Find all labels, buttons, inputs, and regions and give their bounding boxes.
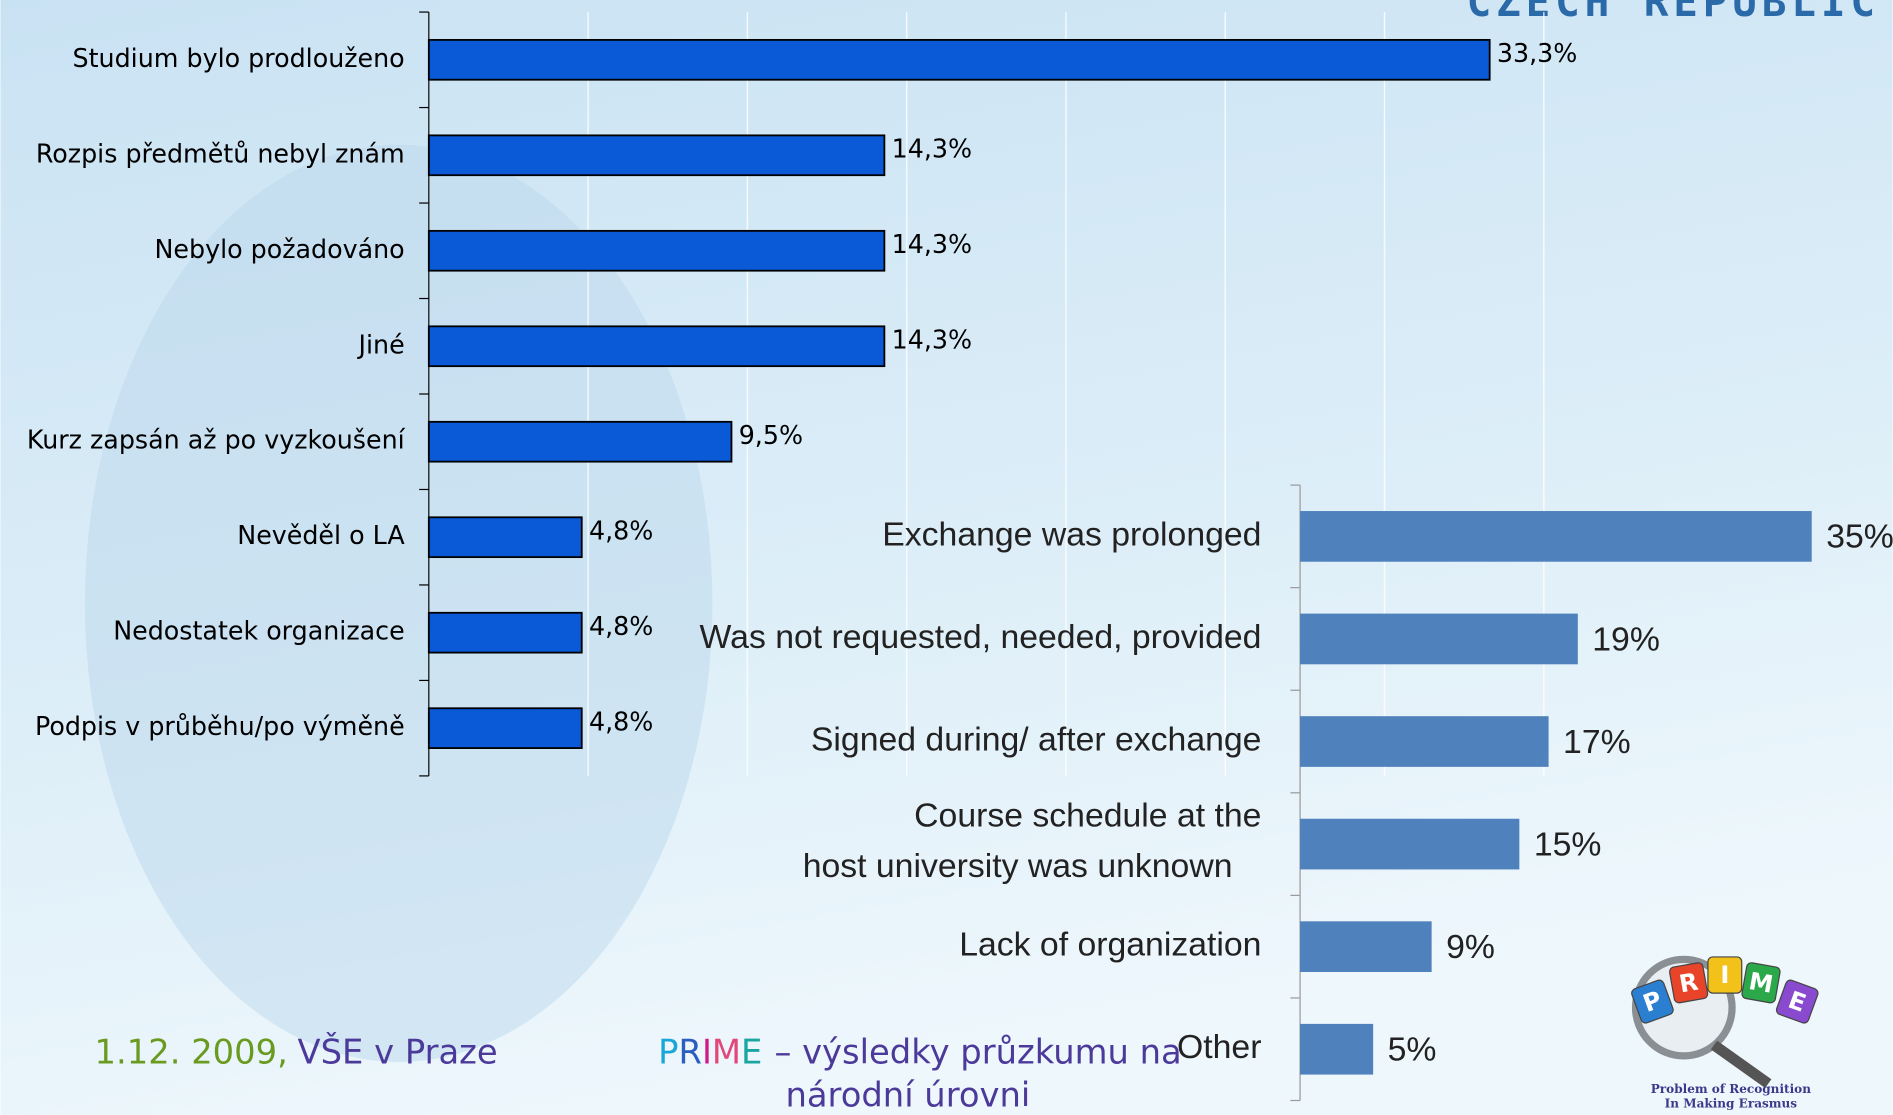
category-label: Podpis v průběhu/po výměně: [35, 711, 405, 741]
category-label: Nedostatek organizace: [113, 616, 404, 646]
background-figure: [84, 144, 713, 1062]
bar: [1300, 818, 1520, 870]
value-label: 14,3%: [892, 133, 972, 163]
bar: [1300, 921, 1432, 973]
category-label: Exchange was prolonged: [882, 515, 1261, 553]
bar: [427, 420, 733, 463]
value-label: 9%: [1446, 928, 1495, 966]
value-label: 4,8%: [589, 611, 653, 641]
logo-tile: [1775, 979, 1819, 1024]
category-label: Nevěděl o LA: [237, 520, 405, 550]
value-label: 14,3%: [892, 324, 972, 354]
footer-subtitle-1: – výsledky průzkumu na: [774, 1032, 1181, 1071]
footer-date-text: 1.12. 2009,: [95, 1032, 288, 1071]
bar: [1300, 613, 1578, 665]
chart: 33,3% Studium bylo prodlouženo 14,3% Rozpis…: [27, 11, 1577, 777]
category-label: Nebylo požadováno: [154, 234, 404, 264]
category-label: Rozpis předmětů nebyl znám: [36, 138, 405, 168]
value-label: 9,5%: [739, 420, 803, 450]
value-label: 35%: [1826, 518, 1893, 556]
logo-letter: I: [1720, 961, 1729, 989]
value-label: 15%: [1534, 825, 1602, 863]
header-title: CZECH REPUBLIC: [1467, 0, 1880, 26]
category-label: Kurz zapsán až po vyzkoušení: [27, 425, 406, 455]
footer-project: PRIME – výsledky průzkumu na: [658, 1032, 1182, 1071]
bar: [427, 38, 1491, 81]
footer-date: 1.12. 2009, VŠE v Praze: [95, 1031, 498, 1071]
logo-tile: [1707, 956, 1743, 994]
bar: [427, 611, 583, 654]
value-label: 17%: [1563, 723, 1631, 761]
charts: 33,3% Studium bylo prodlouženo 14,3% Rozpis…: [27, 11, 1893, 1102]
value-label: 4,8%: [589, 706, 653, 736]
logo-tile: [1669, 962, 1709, 1004]
logo: Problem of Recognition In Making Erasmus…: [1631, 955, 1819, 1111]
category-label: Lack of organization: [959, 926, 1261, 964]
chart: 35% Exchange was prolonged 19% Was not requ…: [700, 484, 1893, 1102]
category-label: Signed during/ after exchange: [811, 720, 1262, 758]
footer-subtitle-2: národní úrovni: [785, 1075, 1030, 1114]
bar: [1300, 1023, 1374, 1075]
logo-handle: [1710, 1040, 1772, 1089]
logo-letter: M: [1747, 967, 1776, 999]
category-label: Course schedule at the host university wa…: [803, 796, 1262, 885]
logo-caption-1: Problem of Recognition: [1651, 1082, 1811, 1096]
logo-letter: R: [1677, 968, 1701, 999]
logo-tile: [1741, 962, 1781, 1004]
bar: [427, 516, 583, 559]
value-label: 5%: [1388, 1031, 1437, 1069]
category-label: Studium bylo prodlouženo: [73, 43, 405, 73]
logo-tile: [1631, 979, 1674, 1024]
category-label: Was not requested, needed, provided: [700, 618, 1262, 656]
bar: [1300, 716, 1549, 767]
footer-place: VŠE v Praze: [298, 1031, 498, 1071]
bar: [427, 229, 886, 272]
logo-caption-2: In Making Erasmus: [1665, 1097, 1798, 1111]
bar: [427, 134, 886, 177]
bar: [1300, 511, 1812, 562]
category-label: Other: [1177, 1028, 1261, 1066]
value-label: 14,3%: [892, 229, 972, 259]
value-label: 4,8%: [589, 515, 653, 545]
category-label: Jiné: [357, 329, 405, 359]
bar: [427, 707, 583, 749]
project-name: PRIME: [658, 1032, 762, 1071]
bar: [427, 325, 886, 368]
value-label: 33,3%: [1497, 38, 1577, 68]
value-label: 19%: [1592, 620, 1660, 658]
